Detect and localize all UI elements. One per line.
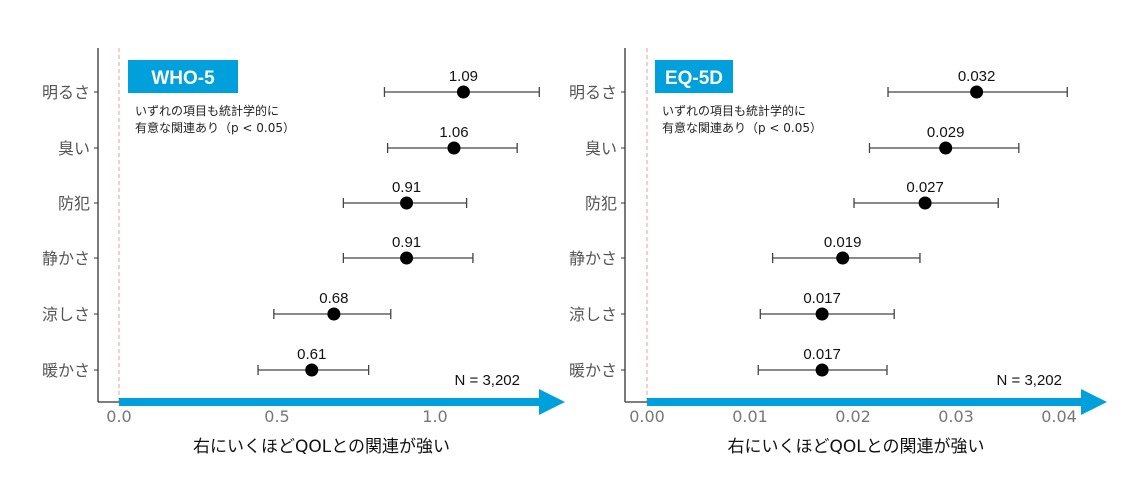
estimate-label: 0.91 [392,179,421,196]
estimate-label: 0.017 [803,290,841,307]
estimate-point [918,196,932,210]
estimate-point [836,251,850,265]
estimate-label: 0.029 [927,124,965,141]
estimate-point [305,363,319,377]
panel-eq-5d: 0.00 0.01 0.02 0.03 0.04 右にいくほどQOLとの関連が強い EQ-5… [569,48,1107,457]
x-tick-label: 0.02 [835,407,871,426]
estimate-point [400,251,414,265]
estimate-label: 1.06 [439,124,468,141]
y-category-label: 明るさ [569,83,617,102]
x-tick-label: 0.5 [264,407,289,426]
y-category-label: 静かさ [569,249,617,268]
y-category-label: 暖かさ [42,361,90,380]
x-tick-label: 0.04 [1041,407,1077,426]
x-tick-label: 0.03 [938,407,974,426]
direction-arrow-head [539,389,565,415]
x-axis-label: 右にいくほどQOLとの関連が強い [193,437,450,457]
estimate-point [939,141,953,155]
x-tick-label: 0.01 [732,407,768,426]
estimate-point [815,363,829,377]
estimate-label: 0.032 [958,68,996,85]
y-category-label: 静かさ [42,249,90,268]
estimate-point [447,141,461,155]
y-category-label: 臭い [58,139,90,158]
y-category-label: 涼しさ [42,305,90,324]
estimate-label: 0.019 [824,234,862,251]
estimate-label: 0.017 [803,346,841,363]
sample-size-label: N = 3,202 [997,372,1062,389]
panel-title: WHO-5 [151,68,215,89]
y-category-label: 防犯 [58,194,90,213]
x-tick-label: 1.0 [422,407,447,426]
significance-note: いずれの項目も統計学的に [135,103,279,118]
y-category-label: 明るさ [42,83,90,102]
estimate-point [400,196,414,210]
estimate-label: 0.68 [319,290,348,307]
title-badge [128,60,238,93]
estimate-label: 0.91 [392,234,421,251]
panel-title: EQ-5D [665,68,723,89]
significance-note: 有意な関連あり（p < 0.05） [135,120,295,135]
direction-arrow-head [1081,389,1107,415]
estimate-label: 0.027 [906,179,944,196]
y-category-label: 暖かさ [569,361,617,380]
y-category-label: 涼しさ [569,305,617,324]
direction-arrow-shaft [647,398,1083,406]
sample-size-label: N = 3,202 [455,372,520,389]
significance-note: いずれの項目も統計学的に [662,103,806,118]
estimate-point [456,85,470,99]
panel-who-5: 0.0 0.5 1.0 右にいくほどQOLとの関連が強い WHO-5 いずれの項目も統計学… [42,48,565,457]
y-category-label: 臭い [585,139,617,158]
estimate-point [327,307,341,321]
estimate-label: 0.61 [297,346,326,363]
estimate-point [815,307,829,321]
significance-note: 有意な関連あり（p < 0.05） [662,120,822,135]
direction-arrow-shaft [119,398,541,406]
estimate-point [970,85,984,99]
estimate-label: 1.09 [449,68,478,85]
x-tick-label: 0.00 [629,407,665,426]
x-axis-label: 右にいくほどQOLとの関連が強い [727,437,984,457]
x-tick-label: 0.0 [106,407,131,426]
y-category-label: 防犯 [585,194,617,213]
title-badge [655,60,733,93]
